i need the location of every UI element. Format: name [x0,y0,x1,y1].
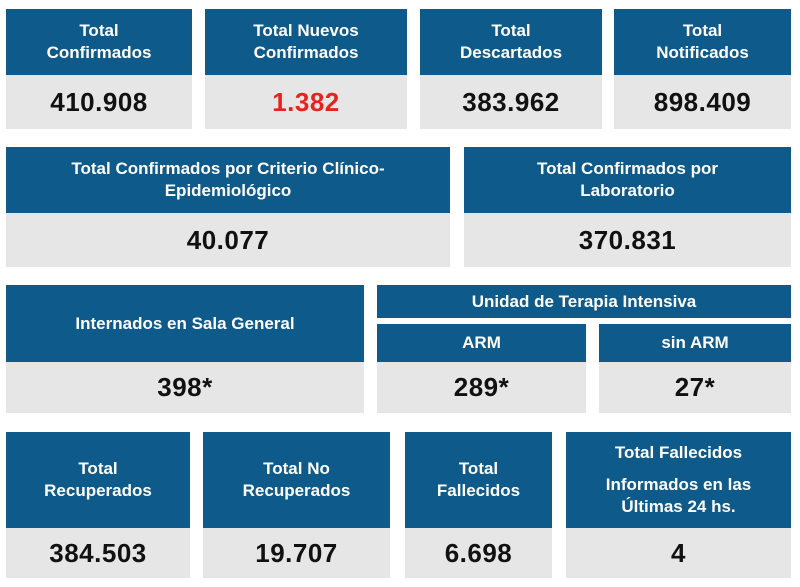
card-label: Total No [263,459,330,478]
card-total-fallecidos: Total Fallecidos 6.698 [405,432,552,578]
card-internados-sala-general: Internados en Sala General 398* [6,285,364,413]
sin-arm-label: sin ARM [661,333,729,352]
card-label: Notificados [656,43,749,62]
card-label: Total [491,21,531,40]
card-header: Total Fallecidos [405,432,552,528]
card-total-nuevos-confirmados: Total Nuevos Confirmados 1.382 [205,9,407,129]
card-total-no-recuperados: Total No Recuperados 19.707 [203,432,390,578]
card-header: Total Notificados [614,9,791,75]
card-label: Total Fallecidos [614,443,743,462]
card-value: 4 [566,528,791,578]
uti-sin-arm: sin ARM 27* [599,324,791,413]
card-unidad-terapia-intensiva: Unidad de Terapia Intensiva ARM 289* sin… [377,285,791,413]
card-value: 384.503 [6,528,190,578]
card-label: Total [458,459,499,478]
card-value: 1.382 [205,75,407,129]
card-total-descartados: Total Descartados 383.962 [420,9,602,129]
card-header: Total Confirmados [6,9,192,75]
card-label: Total Nuevos [253,21,359,40]
card-total-confirmados: Total Confirmados 410.908 [6,9,192,129]
card-value: 383.962 [420,75,602,129]
arm-value: 289* [377,362,586,413]
card-label: Total [682,21,723,40]
uti-title: Unidad de Terapia Intensiva [377,285,791,318]
card-value: 6.698 [405,528,552,578]
card-label: Internados en Sala General [75,313,295,333]
card-value: 410.908 [6,75,192,129]
card-label: Descartados [459,43,563,62]
arm-label: ARM [462,333,501,352]
card-confirmados-laboratorio: Total Confirmados por Laboratorio 370.83… [464,147,791,267]
sin-arm-value: 27* [599,362,791,413]
card-label: Total [78,459,118,478]
card-label: Recuperados [242,481,351,500]
card-header: Total Recuperados [6,432,190,528]
arm-header: ARM [377,324,586,362]
card-label: Fallecidos [436,481,521,500]
card-label: Últimas 24 hs. [621,497,736,516]
card-label: Confirmados [46,43,152,62]
card-value: 398* [6,362,364,413]
uti-title-label: Unidad de Terapia Intensiva [471,291,697,311]
card-total-recuperados: Total Recuperados 384.503 [6,432,190,578]
card-header: Total Descartados [420,9,602,75]
uti-arm: ARM 289* [377,324,586,413]
card-confirmados-criterio-clinico: Total Confirmados por Criterio Clínico- … [6,147,450,267]
card-label: Recuperados [44,481,152,500]
card-label: Epidemiológico [164,181,292,200]
card-value: 898.409 [614,75,791,129]
card-header: Total No Recuperados [203,432,390,528]
card-fallecidos-ultimas-24hs: Total Fallecidos Informados en las Últim… [566,432,791,578]
card-header: Total Confirmados por Laboratorio [464,147,791,213]
sin-arm-header: sin ARM [599,324,791,362]
card-label: Confirmados [253,43,359,62]
card-label: Total Confirmados por Criterio Clínico- [71,159,385,178]
card-value: 370.831 [464,213,791,267]
card-header: Total Nuevos Confirmados [205,9,407,75]
card-value: 19.707 [203,528,390,578]
card-header: Total Fallecidos Informados en las Últim… [566,432,791,528]
card-label: Total Confirmados por [536,159,718,178]
card-value: 40.077 [6,213,450,267]
card-label: Informados en las [605,475,752,494]
card-label: Laboratorio [580,181,675,200]
card-header: Internados en Sala General [6,285,364,362]
card-total-notificados: Total Notificados 898.409 [614,9,791,129]
card-label: Total [79,21,119,40]
card-header: Total Confirmados por Criterio Clínico- … [6,147,450,213]
